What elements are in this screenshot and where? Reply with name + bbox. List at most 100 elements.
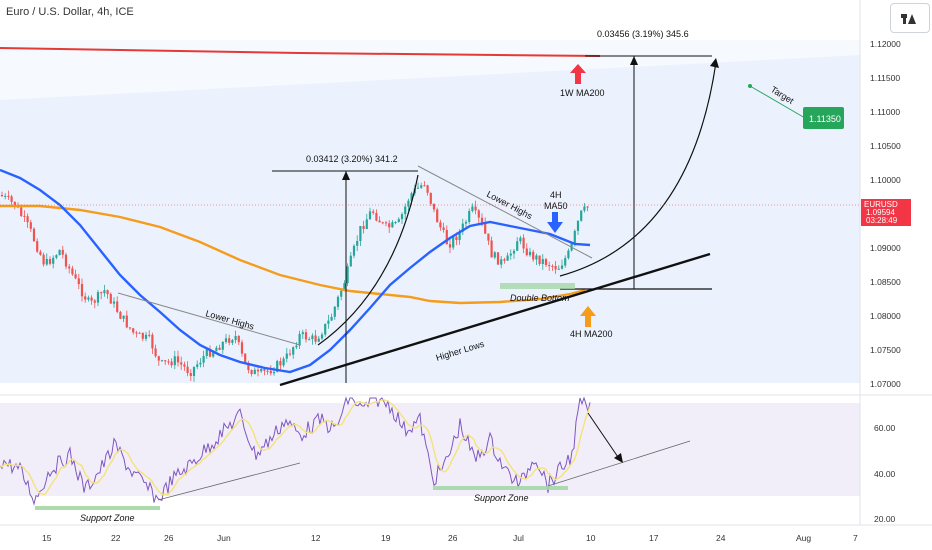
time-axis: 15 22 26 Jun 12 19 26 Jul 10 17 24 Aug 7 [42, 533, 858, 543]
candle-body [141, 332, 144, 339]
candle-body [135, 332, 138, 334]
chart-title: Euro / U.S. Dollar, 4h, ICE [6, 6, 134, 18]
candle-body [426, 185, 429, 193]
candle-body [228, 338, 231, 343]
candle-body [221, 342, 224, 350]
price-tag-price: 1.09594 [866, 208, 895, 217]
candle-body [55, 255, 58, 258]
label-ma50: MA50 [544, 201, 568, 211]
candle-body [285, 353, 288, 359]
target-tag-text: 1.11350 [809, 114, 841, 124]
candle-body [448, 244, 452, 248]
candle-body [13, 201, 16, 207]
chart-settings-button[interactable] [890, 3, 930, 33]
candle-body [77, 278, 80, 285]
rsi-trend-2 [547, 440, 691, 487]
candle-body [164, 360, 167, 362]
candle-body [202, 356, 205, 363]
candle-body [420, 185, 423, 188]
candle-body [64, 254, 68, 267]
candle-body [551, 266, 554, 267]
price-tag-bg [861, 199, 911, 226]
candle-body [215, 347, 218, 352]
candle-body [528, 251, 532, 256]
candle-body [128, 327, 132, 329]
candle-body [74, 274, 77, 279]
candle-body [359, 226, 362, 241]
measure-1-label: 0.03412 (3.20%) 341.2 [306, 154, 398, 164]
higher-lows-trendline [279, 252, 711, 387]
target-line [749, 85, 806, 119]
candle-body [48, 259, 52, 264]
time-tick-label: 12 [311, 533, 321, 543]
candle-body [506, 255, 509, 261]
candle-body [311, 335, 314, 340]
candle-body [256, 369, 260, 372]
candle-body [352, 245, 356, 256]
candle-body [0, 195, 4, 197]
time-tick-label: 22 [111, 533, 121, 543]
time-tick-label: 15 [42, 533, 52, 543]
price-tick-label: 1.09000 [870, 243, 901, 253]
candle-body [154, 348, 157, 357]
candle-body [205, 349, 208, 356]
time-tick-label: 26 [164, 533, 174, 543]
candle-body [61, 249, 64, 255]
candle-body [423, 185, 426, 187]
candle-body [52, 257, 55, 264]
candle-body [375, 213, 378, 221]
candle-body [548, 265, 551, 267]
candle-body [39, 251, 42, 255]
candle-body [106, 290, 109, 295]
candle-body [580, 210, 583, 221]
target-tag-bg [803, 107, 844, 129]
candle-body [42, 254, 45, 265]
candle-body [343, 283, 346, 291]
candle-body [573, 230, 576, 244]
candle-body [212, 351, 215, 357]
candle-body [349, 255, 352, 267]
arrow-up-ma200 [580, 306, 596, 327]
candle-body [535, 255, 538, 260]
support-zone-rsi-2 [433, 486, 568, 490]
candle-body [410, 193, 413, 201]
candle-body [244, 353, 247, 364]
candle-body [29, 222, 32, 229]
candle-body [250, 370, 253, 374]
candle-body [272, 371, 276, 374]
candle-body [240, 342, 244, 354]
candle-body [132, 328, 135, 333]
label-4h: 4H [550, 190, 562, 200]
price-tick-label: 1.08500 [870, 277, 901, 287]
candle-body [93, 300, 96, 303]
ma200-1w-line [0, 47, 601, 57]
candle-body [532, 251, 535, 260]
candle-body [218, 347, 221, 350]
candle-body [263, 369, 266, 371]
candle-body [314, 335, 317, 342]
label-4h-ma200: 4H MA200 [570, 329, 613, 339]
candle-body [330, 316, 333, 321]
candle-body [487, 233, 490, 241]
price-tick-label: 1.07000 [870, 379, 901, 389]
channel-upper-band [0, 40, 860, 100]
measure-1-arrowhead [342, 171, 350, 180]
price-tag-symbol: EURUSD [864, 200, 898, 209]
candle-body [362, 226, 365, 229]
ma50-4h-line [0, 168, 591, 374]
candle-body [301, 332, 304, 335]
measure-2-arrowhead [630, 56, 638, 65]
candle-body [522, 237, 525, 249]
label-double-bottom: Double Bottom [510, 293, 570, 303]
price-tick-label: 1.10000 [870, 175, 901, 185]
candle-body [586, 206, 589, 208]
candle-body [292, 347, 295, 355]
candle-body [234, 336, 237, 341]
candle-body [327, 320, 330, 324]
price-tick-label: 1.07500 [870, 345, 901, 355]
candle-body [288, 353, 292, 355]
candle-body [308, 339, 311, 341]
candle-body [397, 219, 400, 222]
candle-body [340, 290, 343, 297]
